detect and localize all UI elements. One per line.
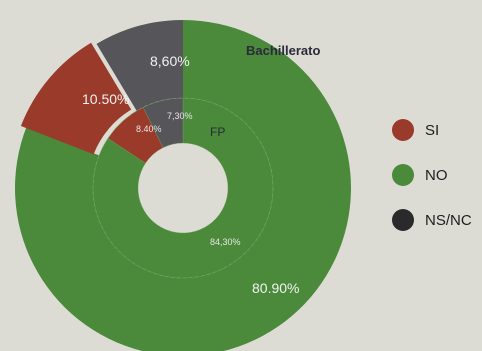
legend-label-ns-nc: NS/NC	[425, 212, 472, 229]
outer-label-no: 80.90%	[252, 280, 299, 296]
chart-slices	[15, 20, 351, 351]
outer-ring-label: Bachillerato	[246, 43, 320, 58]
outer-slice-si	[20, 42, 132, 155]
inner-label-no: 84,30%	[210, 237, 241, 247]
legend-label-si: SI	[425, 122, 439, 139]
inner-ring-outline	[92, 97, 274, 279]
legend-marker-ns-nc	[392, 209, 414, 231]
outer-label-si: 10.50%	[82, 91, 129, 107]
legend-marker-si	[392, 119, 414, 141]
inner-label-si: 8.40%	[136, 124, 162, 134]
legend-label-no: NO	[425, 167, 448, 184]
inner-ring-label: FP	[210, 125, 225, 139]
outer-slice-no	[15, 20, 351, 351]
outer-label-ns-nc: 8,60%	[150, 53, 190, 69]
outer-slice-ns-nc	[96, 20, 183, 111]
inner-slice-ns-nc	[142, 97, 184, 148]
slice-labels: 80.90% 10.50% 8,60% 84,30% 8.40% 7,30%	[82, 53, 299, 296]
inner-label-ns-nc: 7,30%	[167, 111, 193, 121]
ring-dividers	[92, 97, 274, 279]
legend-marker-no	[392, 164, 414, 186]
legend: SI NO NS/NC	[392, 119, 472, 231]
